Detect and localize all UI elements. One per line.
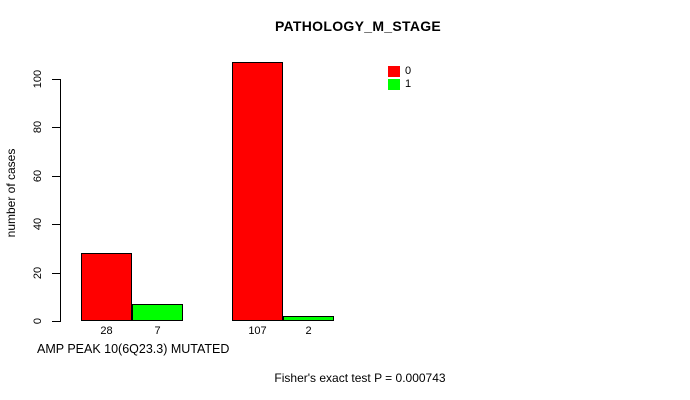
y-tick <box>52 79 60 80</box>
y-tick-label: 80 <box>32 120 44 134</box>
y-tick-label: 60 <box>32 169 44 183</box>
y-axis-line <box>60 79 61 322</box>
y-tick-label: 0 <box>32 317 44 325</box>
x-axis-label: AMP PEAK 10(6Q23.3) MUTATED <box>37 342 230 356</box>
y-tick <box>52 321 60 322</box>
y-tick-label: 20 <box>32 266 44 280</box>
legend-item: 0 <box>388 65 411 78</box>
legend-item: 1 <box>388 78 411 91</box>
y-tick <box>52 127 60 128</box>
bar-value-label: 28 <box>100 325 113 337</box>
bar-value-label: 2 <box>305 325 312 337</box>
legend-label: 1 <box>405 78 412 90</box>
y-tick-label: 100 <box>32 69 44 89</box>
y-tick <box>52 224 60 225</box>
bar-series-0-group-1 <box>81 253 132 321</box>
y-tick <box>52 176 60 177</box>
legend-swatch <box>388 79 400 90</box>
y-tick <box>52 273 60 274</box>
chart-title: PATHOLOGY_M_STAGE <box>274 18 442 34</box>
legend-swatch <box>388 66 400 77</box>
y-tick-label: 40 <box>32 217 44 231</box>
y-axis-label: number of cases <box>4 148 18 238</box>
bar-value-label: 7 <box>154 325 161 337</box>
bar-series-1-group-2 <box>283 316 334 321</box>
bar-series-1-group-1 <box>132 304 183 321</box>
legend-label: 0 <box>405 65 412 77</box>
annotation-text: Fisher's exact test P = 0.000743 <box>274 371 446 385</box>
bar-series-0-group-2 <box>232 62 283 321</box>
bar-value-label: 107 <box>248 325 267 337</box>
